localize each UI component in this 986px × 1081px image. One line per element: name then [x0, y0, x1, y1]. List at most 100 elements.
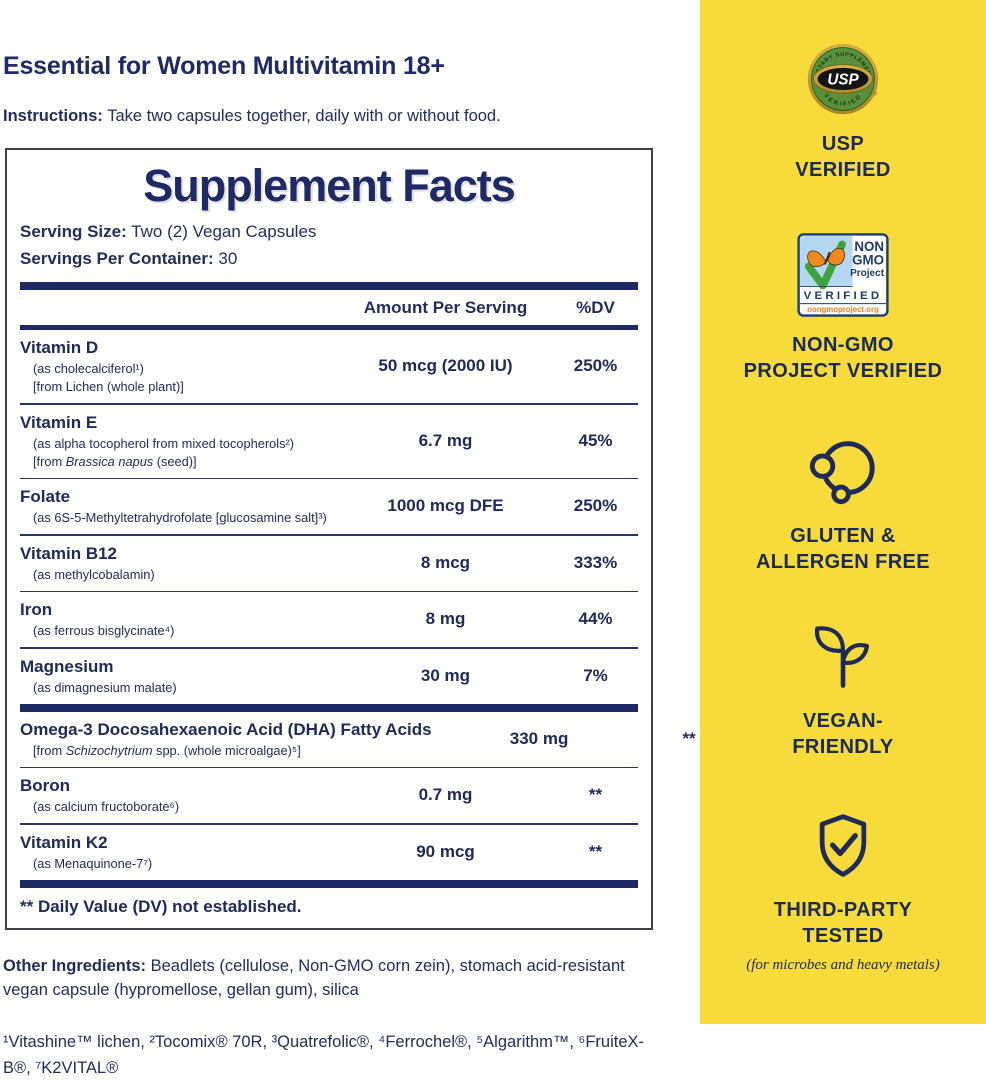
nutrient-sub-lines: (as dimagnesium malate) — [20, 680, 338, 695]
nutrient-dv: ** — [588, 841, 603, 861]
nutrient-subtext: [from Brassica napus (seed)] — [33, 453, 197, 469]
nutrient-sub-lines: [from Schizochytrium spp. (whole microal… — [20, 743, 432, 758]
nutrient-row: Vitamin E (as alpha tocopherol from mixe… — [20, 405, 638, 478]
nutrient-dv: ** — [682, 728, 696, 748]
dv-footnote: ** Daily Value (DV) not established. — [20, 896, 302, 916]
serving-size-value: Two (2) Vegan Capsules — [126, 222, 317, 241]
non-gmo-seal-verified: VERIFIED — [804, 290, 883, 302]
shield-check-icon — [819, 814, 867, 877]
nutrient-amount: 90 mcg — [416, 841, 475, 861]
facts-rows: Vitamin D (as cholecalciferol¹) [from Lic… — [20, 330, 696, 888]
non-gmo-seal-icon: NON GMO Project VERIFIED nongmoproject.o… — [797, 233, 889, 317]
nutrient-amount: 1000 mcg DFE — [387, 496, 504, 515]
other-ingredients-text: Beadlets (cellulose, Non-GMO corn zein),… — [3, 956, 625, 1000]
badge-gluten-allergen-free: GLUTEN & ALLERGEN FREE — [756, 434, 930, 575]
nutrient-dv: 333% — [573, 552, 618, 572]
badge-label-gluten: GLUTEN & ALLERGEN FREE — [756, 523, 930, 575]
usp-seal-registered-mark: ® — [874, 91, 878, 98]
nutrient-subtext: (as 6S-5-Methyltetrahydrofolate [glucosa… — [33, 510, 327, 525]
servings-value: 30 — [213, 249, 238, 268]
non-gmo-seal-project: Project — [850, 268, 885, 279]
nutrient-name-cell: Folate (as 6S-5-Methyltetrahydrofolate [… — [20, 487, 338, 525]
nutrient-amount: 8 mcg — [420, 552, 471, 572]
nutrient-name: Vitamin B12 — [20, 543, 118, 563]
instructions: Instructions: Take two capsules together… — [3, 107, 700, 126]
nutrient-subtext: (as dimagnesium malate) — [33, 679, 177, 695]
sprout-icon — [815, 626, 870, 688]
badge-vegan-friendly: VEGAN- FRIENDLY — [792, 623, 893, 760]
other-ingredients-label: Other Ingredients: — [3, 956, 147, 975]
nutrient-row: Vitamin B12 (as methylcobalamin) 8 mcg 3… — [20, 536, 638, 591]
badge-usp-verified: DIETARY SUPPLEMENT VERIFIED USP ® USP VE… — [795, 42, 890, 183]
nutrient-sub-lines: (as 6S-5-Methyltetrahydrofolate [glucosa… — [20, 510, 338, 525]
dv-column-header: %DV — [576, 298, 615, 317]
nutrient-subtext: (as methylcobalamin) — [33, 566, 155, 582]
nutrient-name: Magnesium — [20, 656, 114, 676]
nutrient-name: Folate — [20, 487, 71, 506]
nutrient-name-cell: Vitamin D (as cholecalciferol¹) [from Lic… — [20, 338, 338, 394]
nutrient-name: Vitamin D — [20, 338, 99, 357]
badge-non-gmo: NON GMO Project VERIFIED nongmoproject.o… — [744, 233, 943, 384]
nutrient-subtext: (as ferrous bisglycinate⁴) — [33, 623, 175, 638]
badge-label-non-gmo: NON-GMO PROJECT VERIFIED — [744, 332, 943, 384]
facts-header-row: Amount Per Serving %DV — [20, 290, 638, 325]
badge-gluten-line2: ALLERGEN FREE — [755, 551, 931, 573]
badge-label-usp: USP VERIFIED — [795, 131, 890, 183]
non-gmo-seal-url: nongmoproject.org — [807, 305, 879, 314]
row-divider — [20, 477, 638, 479]
serving-size-label: Serving Size: — [20, 222, 127, 241]
nutrient-name-cell: Vitamin K2 (as Menaquinone-7⁷) — [20, 833, 338, 871]
row-divider — [20, 647, 638, 649]
nutrient-name: Omega-3 Docosahexaenoic Acid (DHA) Fatty… — [20, 719, 432, 739]
section-thick-divider — [20, 703, 638, 712]
trademark-footnotes: ¹Vitashine™ lichen, ²Tocomix® 70R, ³Quat… — [3, 1033, 645, 1077]
nutrient-sub-lines: (as alpha tocopherol from mixed tocopher… — [20, 436, 338, 469]
nutrient-row: Vitamin K2 (as Menaquinone-7⁷) 90 mcg ** — [20, 825, 638, 880]
nutrient-name-cell: Vitamin B12 (as methylcobalamin) — [20, 544, 338, 582]
nutrient-subtext: [from Schizochytrium spp. (whole microal… — [33, 742, 301, 758]
nutrient-amount: 30 mg — [420, 665, 471, 685]
other-ingredients: Other Ingredients: Beadlets (cellulose, … — [3, 954, 658, 1004]
nutrient-row: Vitamin D (as cholecalciferol¹) [from Lic… — [20, 330, 638, 403]
nutrient-dv: 45% — [578, 430, 613, 450]
nutrient-subtext: (as cholecalciferol¹) — [33, 361, 144, 376]
nutrient-row: Boron (as calcium fructoborate⁶) 0.7 mg … — [20, 768, 638, 823]
nutrient-name-cell: Omega-3 Docosahexaenoic Acid (DHA) Fatty… — [20, 720, 432, 758]
nutrient-row: Omega-3 Docosahexaenoic Acid (DHA) Fatty… — [20, 712, 696, 767]
instructions-label: Instructions: — [3, 107, 103, 125]
nutrient-amount: 50 mcg (2000 IU) — [378, 356, 513, 375]
nutrient-sub-lines: (as calcium fructoborate⁶) — [20, 799, 338, 814]
row-divider — [20, 403, 638, 405]
allergen-molecule-icon — [809, 441, 875, 505]
badge-usp-line2: VERIFIED — [795, 159, 891, 181]
nutrient-sub-lines: (as ferrous bisglycinate⁴) — [20, 623, 338, 638]
badge-vegan-line1: VEGAN- — [802, 710, 884, 732]
non-gmo-seal-non: NON — [854, 239, 884, 254]
nutrient-row: Iron (as ferrous bisglycinate⁴) 8 mg 44% — [20, 592, 638, 647]
nutrient-amount: 0.7 mg — [418, 785, 473, 804]
supplement-facts-title: Supplement Facts — [143, 160, 516, 211]
nutrient-name: Vitamin K2 — [20, 832, 108, 852]
badge-usp-line1: USP — [821, 133, 865, 155]
nutrient-subtext: (as Menaquinone-7⁷) — [33, 855, 153, 871]
badge-non-gmo-line1: NON-GMO — [792, 334, 894, 356]
row-divider — [20, 823, 638, 825]
badge-non-gmo-line2: PROJECT VERIFIED — [743, 360, 943, 382]
usp-seal-icon: DIETARY SUPPLEMENT VERIFIED USP ® — [807, 43, 879, 115]
serving-size: Serving Size: Two (2) Vegan Capsules — [20, 222, 638, 242]
badge-tested-line2: TESTED — [802, 925, 884, 947]
nutrient-row: Folate (as 6S-5-Methyltetrahydrofolate [… — [20, 479, 638, 534]
badge-label-vegan: VEGAN- FRIENDLY — [792, 708, 893, 760]
nutrient-amount: 330 mg — [509, 728, 569, 748]
amount-column-header: Amount Per Serving — [363, 298, 528, 317]
nutrient-dv: ** — [588, 785, 603, 804]
nutrient-dv: 250% — [573, 356, 618, 375]
header-bottom-bar — [20, 325, 638, 330]
badge-third-party-tested: THIRD-PARTY TESTED (for microbes and hea… — [746, 810, 940, 974]
row-divider — [20, 534, 638, 536]
nutrient-sub-lines: (as Menaquinone-7⁷) — [20, 856, 338, 871]
nutrient-amount: 8 mg — [425, 609, 466, 628]
nutrient-subtext: (as alpha tocopherol from mixed tocopher… — [33, 435, 295, 451]
nutrient-subtext: [from Lichen (whole plant)] — [33, 379, 184, 394]
nutrient-subtext: (as calcium fructoborate⁶) — [33, 799, 180, 814]
